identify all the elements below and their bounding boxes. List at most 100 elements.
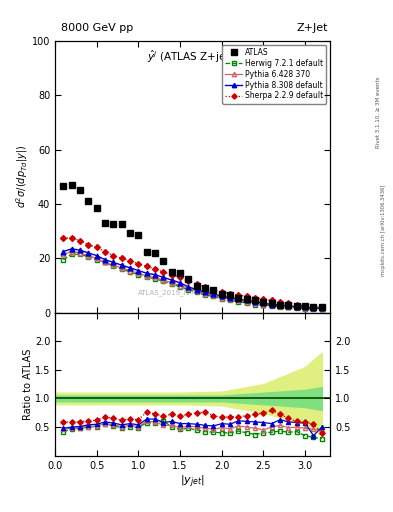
Sherpa 2.2.9 default xyxy=(119,255,124,262)
Sherpa 2.2.9 default xyxy=(236,292,241,298)
Pythia 8.308 default xyxy=(153,271,158,278)
ATLAS xyxy=(153,250,158,256)
Pythia 6.428 370 xyxy=(278,303,283,309)
Pythia 8.308 default xyxy=(286,303,291,309)
Herwig 7.2.1 default xyxy=(195,289,199,295)
Herwig 7.2.1 default xyxy=(219,296,224,302)
Pythia 8.308 default xyxy=(94,252,99,259)
Pythia 6.428 370 xyxy=(94,255,99,262)
Herwig 7.2.1 default xyxy=(303,306,307,312)
Sherpa 2.2.9 default xyxy=(94,244,99,250)
Pythia 8.308 default xyxy=(203,289,208,295)
Pythia 8.308 default xyxy=(69,246,74,252)
Pythia 8.308 default xyxy=(261,300,266,306)
ATLAS xyxy=(286,302,291,308)
Sherpa 2.2.9 default xyxy=(136,261,141,267)
Line: Pythia 6.428 370: Pythia 6.428 370 xyxy=(61,249,324,311)
Pythia 6.428 370 xyxy=(119,265,124,271)
ATLAS xyxy=(169,269,174,275)
ATLAS xyxy=(244,296,249,302)
ATLAS xyxy=(178,270,182,276)
Herwig 7.2.1 default xyxy=(211,293,216,300)
Herwig 7.2.1 default xyxy=(144,274,149,281)
Sherpa 2.2.9 default xyxy=(294,302,299,308)
ATLAS xyxy=(119,221,124,227)
ATLAS xyxy=(311,304,316,310)
Herwig 7.2.1 default xyxy=(286,304,291,310)
Sherpa 2.2.9 default xyxy=(178,274,182,281)
Text: mcplots.cern.ch [arXiv:1306.3436]: mcplots.cern.ch [arXiv:1306.3436] xyxy=(381,185,386,276)
ATLAS xyxy=(61,183,66,189)
ATLAS xyxy=(195,283,199,289)
Pythia 6.428 370 xyxy=(186,285,191,291)
Pythia 8.308 default xyxy=(128,265,132,271)
Herwig 7.2.1 default xyxy=(69,251,74,258)
Herwig 7.2.1 default xyxy=(86,254,91,260)
Text: 8000 GeV pp: 8000 GeV pp xyxy=(61,23,133,33)
ATLAS xyxy=(86,198,91,204)
Sherpa 2.2.9 default xyxy=(195,281,199,287)
Pythia 8.308 default xyxy=(144,270,149,276)
Pythia 6.428 370 xyxy=(228,296,232,302)
Herwig 7.2.1 default xyxy=(186,287,191,293)
Sherpa 2.2.9 default xyxy=(186,279,191,285)
Pythia 6.428 370 xyxy=(270,302,274,308)
Pythia 8.308 default xyxy=(228,295,232,301)
Sherpa 2.2.9 default xyxy=(303,303,307,309)
Pythia 6.428 370 xyxy=(320,306,324,312)
Pythia 8.308 default xyxy=(219,293,224,300)
Pythia 8.308 default xyxy=(86,250,91,256)
Herwig 7.2.1 default xyxy=(311,306,316,312)
Sherpa 2.2.9 default xyxy=(161,269,166,275)
ATLAS xyxy=(144,248,149,254)
Pythia 6.428 370 xyxy=(211,292,216,298)
Sherpa 2.2.9 default xyxy=(228,291,232,297)
Herwig 7.2.1 default xyxy=(169,281,174,287)
Legend: ATLAS, Herwig 7.2.1 default, Pythia 6.428 370, Pythia 8.308 default, Sherpa 2.2.: ATLAS, Herwig 7.2.1 default, Pythia 6.42… xyxy=(222,45,326,103)
Pythia 8.308 default xyxy=(195,287,199,293)
Sherpa 2.2.9 default xyxy=(61,235,66,241)
ATLAS xyxy=(294,303,299,309)
ATLAS xyxy=(128,229,132,236)
Herwig 7.2.1 default xyxy=(294,305,299,311)
Pythia 8.308 default xyxy=(278,302,283,308)
Pythia 6.428 370 xyxy=(78,250,83,256)
Herwig 7.2.1 default xyxy=(136,271,141,278)
Herwig 7.2.1 default xyxy=(161,279,166,285)
Pythia 6.428 370 xyxy=(128,267,132,273)
ATLAS xyxy=(261,298,266,305)
Pythia 6.428 370 xyxy=(169,280,174,286)
Pythia 8.308 default xyxy=(294,304,299,310)
ATLAS xyxy=(303,303,307,309)
Pythia 8.308 default xyxy=(236,296,241,302)
Herwig 7.2.1 default xyxy=(228,297,232,304)
Pythia 6.428 370 xyxy=(286,304,291,310)
Pythia 8.308 default xyxy=(103,257,107,263)
Herwig 7.2.1 default xyxy=(236,298,241,305)
Pythia 8.308 default xyxy=(169,277,174,283)
Herwig 7.2.1 default xyxy=(278,304,283,310)
Sherpa 2.2.9 default xyxy=(270,297,274,304)
Sherpa 2.2.9 default xyxy=(203,284,208,290)
ATLAS xyxy=(94,205,99,211)
Pythia 8.308 default xyxy=(186,284,191,290)
ATLAS xyxy=(203,285,208,291)
Line: Sherpa 2.2.9 default: Sherpa 2.2.9 default xyxy=(61,236,324,309)
Pythia 8.308 default xyxy=(61,248,66,254)
ATLAS xyxy=(320,304,324,310)
ATLAS xyxy=(219,291,224,297)
Herwig 7.2.1 default xyxy=(153,275,158,282)
Sherpa 2.2.9 default xyxy=(128,258,132,264)
ATLAS xyxy=(111,221,116,227)
Sherpa 2.2.9 default xyxy=(86,242,91,248)
Sherpa 2.2.9 default xyxy=(286,300,291,306)
Sherpa 2.2.9 default xyxy=(219,289,224,295)
Pythia 6.428 370 xyxy=(69,248,74,254)
ATLAS xyxy=(278,302,283,308)
Herwig 7.2.1 default xyxy=(270,303,274,309)
Pythia 8.308 default xyxy=(178,280,182,286)
ATLAS xyxy=(211,287,216,293)
Herwig 7.2.1 default xyxy=(119,266,124,272)
Pythia 8.308 default xyxy=(78,247,83,253)
Pythia 6.428 370 xyxy=(311,305,316,311)
